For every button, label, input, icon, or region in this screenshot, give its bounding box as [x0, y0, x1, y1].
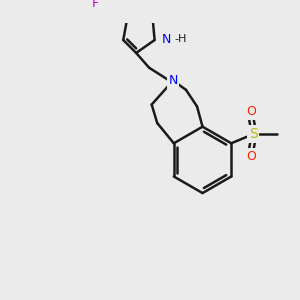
Text: F: F	[92, 0, 99, 10]
Text: O: O	[247, 150, 256, 163]
Text: N: N	[168, 74, 178, 87]
Text: N: N	[162, 33, 171, 46]
Text: -H: -H	[174, 34, 186, 44]
Text: S: S	[249, 127, 258, 141]
Text: O: O	[247, 105, 256, 119]
